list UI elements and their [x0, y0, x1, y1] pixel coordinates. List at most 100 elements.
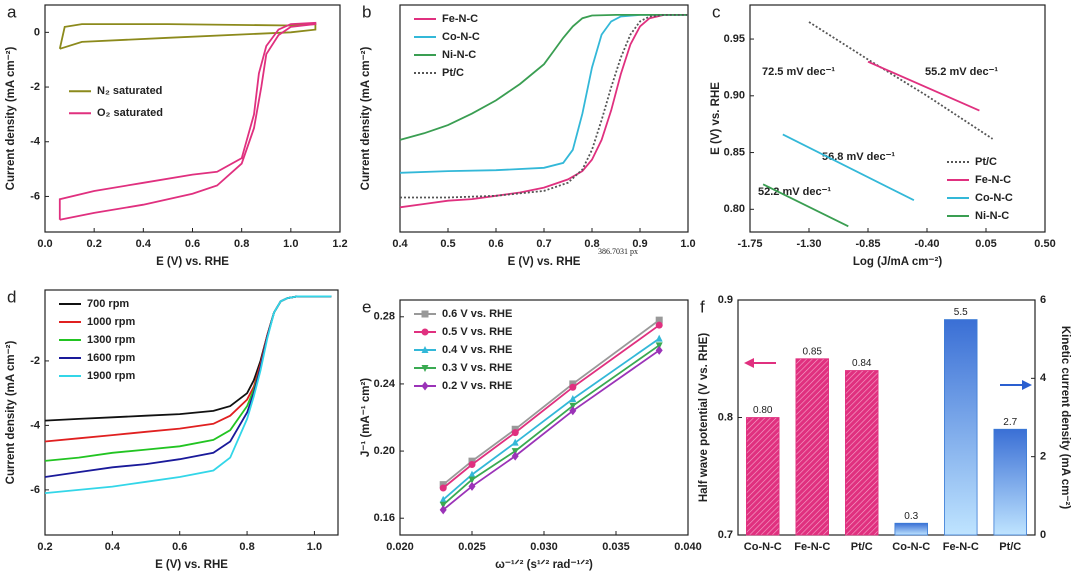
marker [511, 429, 519, 437]
x-tick-label: 0.6 [172, 541, 187, 553]
marker [439, 501, 447, 509]
y-axis-label: J⁻¹ (mA⁻¹ cm²) [360, 378, 372, 457]
x-tick-label: 0.4 [105, 541, 121, 553]
value-label: 0.3 [904, 511, 918, 522]
x-tick-label: 0.6 [488, 238, 503, 250]
arrow-right [1000, 380, 1032, 390]
x-axis-label: E (V) vs. RHE [155, 559, 228, 571]
marker [468, 476, 476, 484]
y-axis-label: Current density (mA cm⁻²) [5, 47, 17, 191]
legend-marker [421, 310, 429, 318]
x-tick-label: Fe-N-C [794, 541, 830, 553]
x-tick-label: -0.40 [914, 238, 939, 250]
y-tick-label: -6 [30, 484, 40, 496]
y-tick-label: 0.20 [374, 445, 395, 457]
bar [795, 358, 829, 536]
marker [511, 438, 519, 446]
marker [655, 316, 663, 324]
series-line [782, 133, 915, 202]
value-label: 0.84 [852, 358, 872, 369]
y2-tick-label: 6 [1040, 294, 1046, 306]
series-line [399, 14, 688, 209]
legend-marker [421, 328, 429, 336]
x-tick-label: 0.4 [136, 238, 152, 250]
bar [746, 417, 780, 536]
legend-label: N₂ saturated [97, 85, 162, 97]
legend-label: 700 rpm [87, 298, 129, 310]
marker [655, 342, 663, 350]
legend-label: 1000 rpm [87, 316, 136, 328]
x-tick-label: 0.8 [239, 541, 254, 553]
y-tick-label: 0 [34, 26, 40, 38]
marker [569, 383, 577, 391]
marker [655, 321, 663, 329]
series-line [58, 21, 317, 221]
x-tick-label: -1.30 [796, 238, 821, 250]
value-label: 5.5 [954, 307, 968, 318]
annotation: 56.8 mV dec⁻¹ [822, 151, 895, 163]
y-axis-label: Current density (mA cm⁻²) [5, 341, 17, 485]
legend-label: 0.2 V vs. RHE [442, 380, 512, 392]
panel-label: c [712, 2, 721, 21]
legend-label: Ni-N-C [975, 210, 1009, 222]
legend-label: Pt/C [442, 67, 464, 79]
marker [655, 334, 663, 342]
legend-label: Pt/C [975, 156, 997, 168]
y2-tick-label: 2 [1040, 451, 1046, 463]
annotation: 386.7031 px [598, 247, 638, 256]
x-tick-label: 0.5 [440, 238, 455, 250]
y-tick-label: 0.24 [374, 378, 396, 390]
series-line [399, 14, 688, 141]
x-tick-label: 1.2 [332, 238, 347, 250]
legend-label: 1600 rpm [87, 352, 136, 364]
marker [569, 402, 577, 410]
y-tick-label: 0.90 [724, 90, 745, 102]
x-tick-label: Fe-N-C [943, 541, 979, 553]
x-axis-label: ω⁻¹ᐟ² (s¹ᐟ² rad⁻¹ᐟ²) [495, 559, 593, 571]
panel-label: b [362, 2, 371, 21]
value-label: 0.80 [753, 405, 773, 416]
y2-axis-label: Kinetic current density (mA cm⁻²) [1059, 326, 1071, 509]
panel-label: d [7, 287, 16, 306]
legend-label: 1300 rpm [87, 334, 136, 346]
plot-frame [44, 289, 339, 536]
x-tick-label: -1.75 [737, 238, 762, 250]
y-tick-label: 0.9 [718, 294, 733, 306]
y-tick-label: 0.7 [718, 529, 733, 541]
x-tick-label: 0.9 [632, 238, 647, 250]
legend-label: Co-N-C [975, 192, 1013, 204]
x-tick-label: 0.7 [536, 238, 551, 250]
y-axis-label: Half wave potential (V vs. RHE) [698, 333, 710, 503]
y-tick-label: 0.95 [724, 33, 745, 45]
legend-label: 1900 rpm [87, 370, 136, 382]
series-line [44, 295, 332, 494]
panel-label: f [700, 297, 705, 316]
x-axis-label: E (V) vs. RHE [508, 256, 581, 268]
arrow-left [744, 358, 776, 368]
bar [894, 522, 928, 536]
bar [993, 428, 1027, 536]
y-tick-label: -2 [30, 355, 40, 367]
y-tick-label: 0.8 [718, 411, 733, 423]
x-axis-label: Log (J/mA cm⁻²) [853, 256, 943, 268]
value-label: 2.7 [1003, 417, 1017, 428]
y-axis-label: Current density (mA cm⁻²) [360, 47, 372, 191]
panel-label: a [7, 2, 17, 21]
marker [468, 481, 476, 491]
marker [569, 395, 577, 403]
marker [439, 484, 447, 492]
plot-frame [737, 299, 1036, 536]
bar [944, 319, 978, 536]
legend-marker [421, 365, 429, 372]
series-line [762, 183, 849, 228]
x-tick-label: Co-N-C [892, 541, 930, 553]
legend-label: 0.3 V vs. RHE [442, 362, 512, 374]
y-axis-label: E (V) vs. RHE [710, 82, 722, 155]
y-tick-label: 0.80 [724, 203, 745, 215]
annotation: 72.5 mV dec⁻¹ [762, 66, 835, 78]
x-tick-label: 1.0 [307, 541, 322, 553]
legend-label: Co-N-C [442, 31, 480, 43]
x-tick-label: 0.030 [530, 541, 558, 553]
x-tick-label: Co-N-C [744, 541, 782, 553]
